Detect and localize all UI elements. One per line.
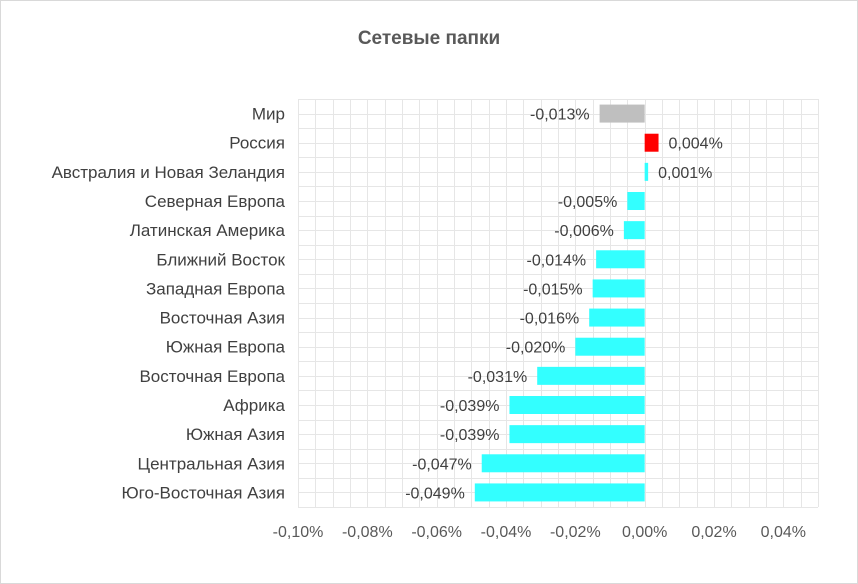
bar	[509, 396, 645, 414]
category-label: Латинская Америка	[130, 221, 286, 240]
data-label: 0,001%	[658, 165, 712, 182]
data-label: -0,020%	[506, 340, 566, 357]
category-label: Восточная Азия	[160, 309, 285, 328]
bar	[627, 192, 645, 210]
bar	[596, 250, 645, 269]
bar	[592, 279, 645, 298]
category-label: Мир	[252, 105, 285, 124]
bar	[575, 337, 645, 356]
chart-title: Сетевые папки	[357, 28, 501, 49]
category-label: Северная Европа	[145, 192, 286, 211]
x-tick-label: -0,08%	[342, 524, 393, 541]
bar	[599, 104, 645, 123]
category-label: Африка	[223, 396, 285, 415]
category-label: Юго-Восточная Азия	[121, 483, 285, 502]
data-label: -0,047%	[412, 456, 472, 473]
category-label: Ближний Восток	[156, 250, 285, 269]
category-label: Центральная Азия	[138, 454, 286, 473]
category-label: Восточная Европа	[139, 367, 285, 386]
x-tick-label: -0,04%	[481, 524, 532, 541]
data-label: -0,006%	[554, 223, 614, 240]
data-label: -0,013%	[530, 107, 590, 124]
x-tick-label: -0,10%	[273, 524, 324, 541]
bar	[474, 483, 645, 502]
category-label: Западная Европа	[146, 279, 286, 298]
bar	[481, 454, 645, 473]
bar	[537, 366, 645, 385]
category-label: Южная Азия	[186, 425, 285, 444]
bar	[644, 162, 649, 181]
x-tick-label: -0,02%	[550, 524, 601, 541]
bar	[644, 133, 659, 152]
bar	[509, 425, 645, 444]
bar	[589, 308, 645, 327]
bar	[623, 221, 645, 240]
x-tick-label: 0,04%	[761, 524, 806, 541]
x-tick-label: 0,00%	[622, 524, 667, 541]
category-label: Россия	[229, 134, 285, 153]
data-label: -0,049%	[405, 485, 465, 502]
data-label: -0,039%	[440, 398, 500, 415]
data-label: 0,004%	[669, 136, 723, 153]
category-label: Австралия и Новая Зеландия	[52, 163, 285, 182]
data-label: -0,005%	[558, 194, 618, 211]
data-label: -0,016%	[520, 311, 580, 328]
data-label: -0,014%	[527, 252, 587, 269]
data-label: -0,039%	[440, 427, 500, 444]
data-label: -0,031%	[468, 369, 528, 386]
x-tick-label: -0,06%	[411, 524, 462, 541]
data-label: -0,015%	[523, 281, 583, 298]
category-label: Южная Европа	[166, 338, 286, 357]
x-tick-label: 0,02%	[691, 524, 736, 541]
